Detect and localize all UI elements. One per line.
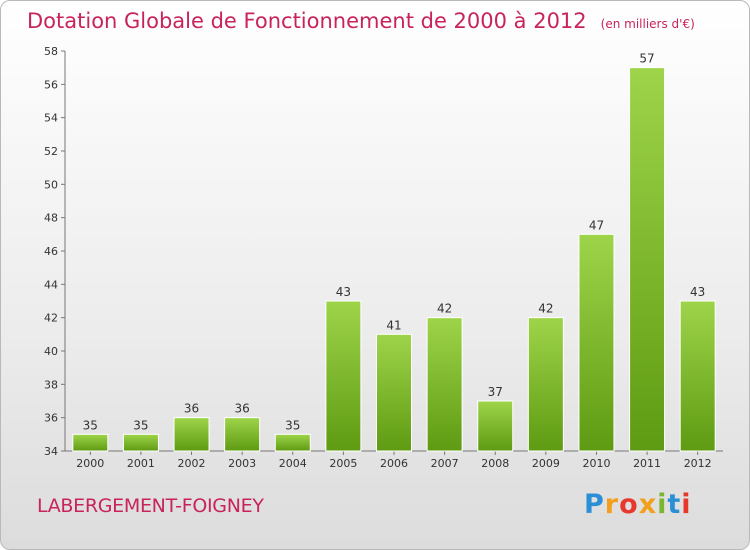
data-label: 35: [83, 418, 98, 432]
y-tick-label: 54: [44, 112, 58, 125]
x-tick-label: 2009: [532, 457, 560, 470]
bar: [477, 400, 514, 452]
data-label: 35: [285, 418, 300, 432]
data-label: 42: [538, 302, 553, 316]
data-label: 42: [437, 302, 452, 316]
bar: [72, 433, 109, 452]
bar: [122, 433, 159, 452]
x-tick-label: 2012: [684, 457, 712, 470]
x-tick-label: 2007: [431, 457, 459, 470]
y-tick-label: 46: [44, 245, 58, 258]
x-tick-label: 2010: [582, 457, 610, 470]
x-tick-label: 2000: [76, 457, 104, 470]
x-tick-label: 2008: [481, 457, 509, 470]
y-tick-label: 52: [44, 145, 58, 158]
y-tick-label: 56: [44, 78, 58, 91]
bar: [527, 317, 564, 452]
y-tick-label: 50: [44, 178, 58, 191]
bar: [376, 333, 412, 452]
x-tick-label: 2005: [329, 457, 357, 470]
proxiti-logo: Proxiti: [584, 489, 692, 520]
data-label: 57: [639, 52, 654, 66]
y-tick-label: 40: [44, 345, 58, 358]
chart-title: Dotation Globale de Fonctionnement de 20…: [27, 9, 587, 33]
x-tick-label: 2003: [228, 457, 256, 470]
bar: [224, 417, 261, 452]
y-tick-label: 42: [44, 312, 58, 325]
data-label: 43: [690, 285, 705, 299]
y-tick-label: 36: [44, 412, 58, 425]
data-label: 36: [184, 402, 199, 416]
y-tick-label: 38: [44, 378, 58, 391]
chart-title-block: Dotation Globale de Fonctionnement de 20…: [27, 9, 695, 33]
logo-letter: i: [681, 489, 692, 520]
bar: [679, 300, 716, 452]
logo-letter: t: [667, 489, 682, 520]
x-tick-label: 2004: [279, 457, 307, 470]
data-label: 41: [386, 318, 401, 332]
data-label: 43: [336, 285, 351, 299]
logo-letter: o: [619, 489, 639, 520]
chart-subtitle: (en milliers d'€): [600, 17, 695, 31]
y-tick-label: 48: [44, 212, 58, 225]
logo-letter: P: [584, 489, 605, 520]
logo-letter: x: [638, 489, 658, 520]
x-tick-label: 2002: [178, 457, 206, 470]
y-tick-label: 34: [44, 445, 58, 458]
data-label: 47: [589, 218, 604, 232]
x-tick-label: 2011: [633, 457, 661, 470]
bar: [325, 300, 362, 452]
bar: [426, 317, 463, 452]
bar: [274, 433, 311, 452]
logo-letter: r: [604, 489, 620, 520]
x-tick-label: 2006: [380, 457, 408, 470]
y-tick-label: 58: [44, 45, 58, 58]
bar: [578, 233, 615, 452]
x-tick-label: 2001: [127, 457, 155, 470]
data-label: 36: [235, 402, 250, 416]
bar: [629, 67, 666, 452]
logo-letter: i: [657, 489, 668, 520]
commune-name: LABERGEMENT-FOIGNEY: [37, 495, 264, 517]
data-label: 37: [488, 385, 503, 399]
bar: [173, 417, 210, 452]
data-label: 35: [133, 418, 148, 432]
y-tick-label: 44: [44, 278, 58, 291]
